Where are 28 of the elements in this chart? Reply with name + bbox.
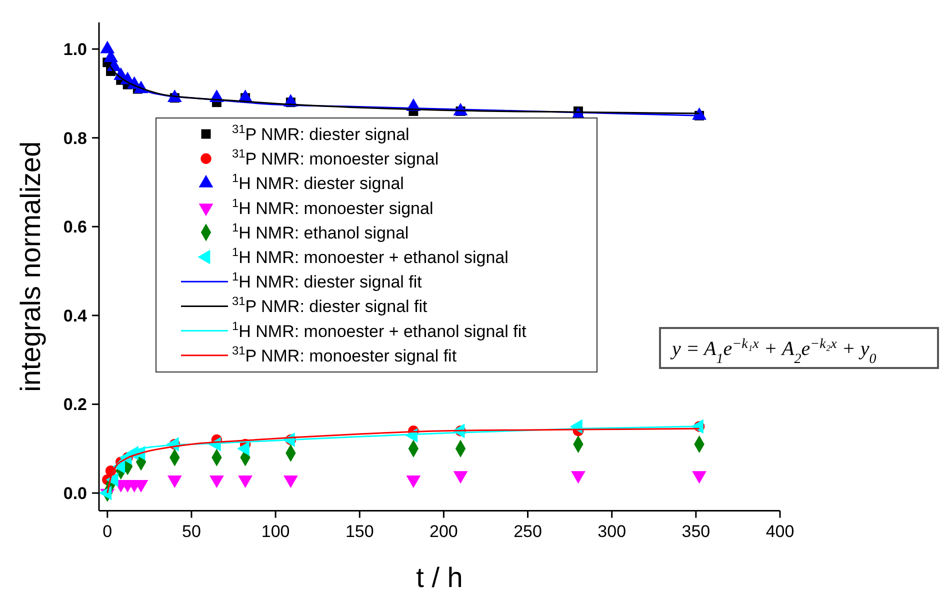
y-tick-label: 0.8	[63, 128, 87, 148]
legend-label: $^{31}$P NMR: diester signal	[232, 122, 410, 144]
legend-label: $^{31}$P NMR: monoester signal fit	[232, 343, 457, 366]
y-axis-title: integrals normalized	[15, 141, 46, 392]
legend-label: $^{1}$H NMR: diester signal	[232, 171, 404, 194]
x-tick-label: 150	[345, 522, 374, 541]
legend-label: $^{31}$P NMR: diester signal fit	[232, 294, 428, 316]
x-tick-label: 350	[682, 522, 710, 541]
x-tick-label: 400	[766, 522, 794, 541]
legend-label: $^{1}$H NMR: monoester + ethanol signal	[232, 245, 508, 267]
y-tick-label: 0.2	[63, 395, 87, 414]
text: y = A$_{1}$e$^{−k₁x}$ + A$_{2}$e$^{−k₂x}$ + y$_{0}$	[672, 336, 876, 366]
x-tick-label: 300	[598, 522, 626, 541]
x-tick-label: 0	[102, 522, 112, 541]
legend-label: $^{31}$P NMR: monoester signal	[232, 146, 439, 169]
legend-label: $^{1}$H NMR: diester signal fit	[232, 270, 422, 292]
legend-label: $^{1}$H NMR: monoester + ethanol signal fit	[232, 318, 527, 341]
x-tick-label: 100	[261, 522, 290, 541]
x-axis-title: t / h	[416, 562, 463, 593]
x-tick-label: 50	[182, 522, 201, 541]
y-tick-label: 0.4	[63, 306, 88, 326]
legend-label: $^{1}$H NMR: monoester signal	[232, 196, 434, 218]
x-tick-label: 250	[514, 522, 542, 541]
y-tick-label: 0.0	[63, 484, 87, 504]
y-tick-label: 0.6	[63, 218, 87, 237]
x-tick-label: 200	[430, 522, 458, 541]
y-tick-label: 1.0	[63, 40, 87, 60]
legend-label: $^{1}$H NMR: ethanol signal	[232, 220, 409, 242]
